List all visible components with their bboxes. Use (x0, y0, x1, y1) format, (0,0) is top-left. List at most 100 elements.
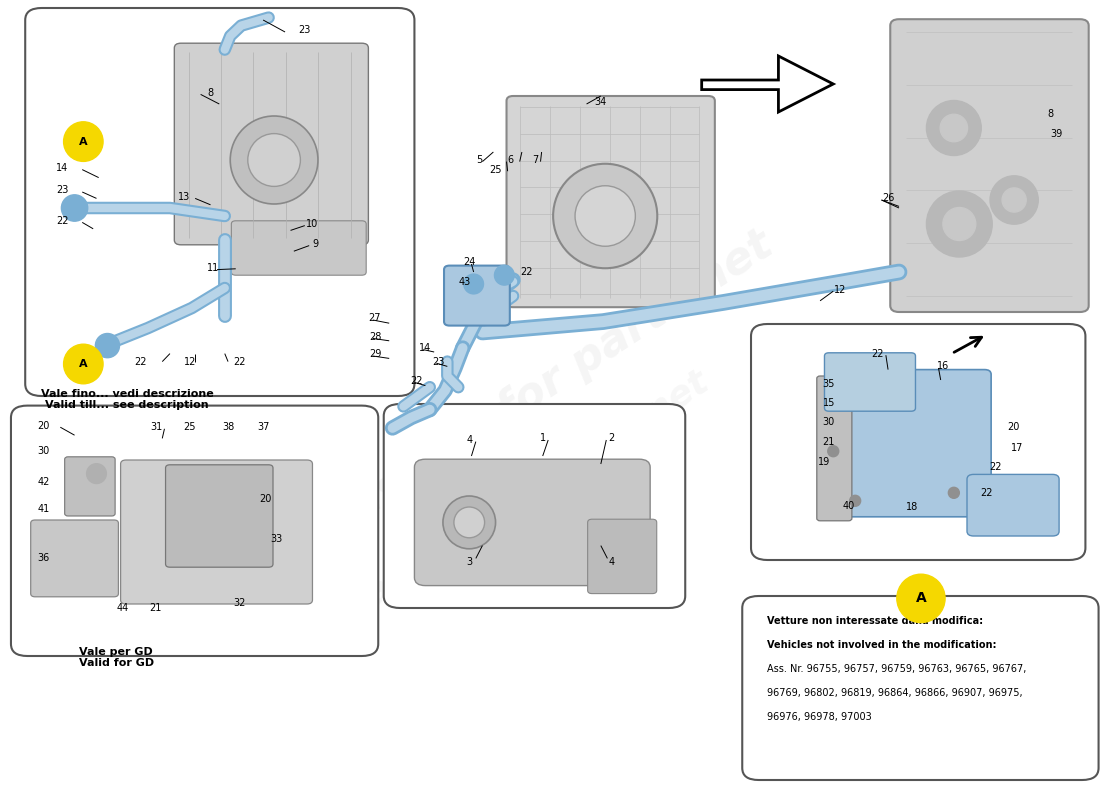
Text: 31: 31 (151, 422, 163, 432)
Text: 13: 13 (178, 192, 190, 202)
Ellipse shape (926, 101, 981, 155)
Text: Ass. Nr. 96755, 96757, 96759, 96763, 96765, 96767,: Ass. Nr. 96755, 96757, 96759, 96763, 967… (768, 664, 1026, 674)
Text: 15: 15 (823, 398, 835, 408)
Text: 7: 7 (532, 155, 538, 165)
Text: 42: 42 (37, 477, 50, 486)
Text: 25: 25 (184, 422, 196, 432)
Text: 30: 30 (37, 446, 50, 456)
Text: 19: 19 (818, 457, 830, 466)
Text: 40: 40 (843, 501, 855, 510)
Ellipse shape (575, 186, 636, 246)
Text: 3: 3 (466, 557, 472, 566)
Text: 44: 44 (117, 603, 129, 613)
FancyBboxPatch shape (231, 221, 366, 275)
Ellipse shape (828, 446, 838, 457)
FancyBboxPatch shape (835, 370, 991, 517)
Ellipse shape (64, 122, 103, 162)
Text: 27: 27 (368, 314, 382, 323)
Text: Valid till... see description: Valid till... see description (45, 400, 209, 410)
Text: Vehicles not involved in the modification:: Vehicles not involved in the modificatio… (768, 640, 997, 650)
Text: 96976, 96978, 97003: 96976, 96978, 97003 (768, 712, 872, 722)
Text: 8: 8 (1047, 109, 1054, 118)
Text: Vale per GD: Vale per GD (79, 647, 153, 657)
Text: A: A (915, 591, 926, 606)
Text: 4: 4 (466, 435, 472, 445)
Ellipse shape (454, 507, 485, 538)
Ellipse shape (943, 207, 976, 241)
Text: Valid for GD: Valid for GD (79, 658, 154, 668)
Text: 23: 23 (432, 357, 444, 366)
FancyBboxPatch shape (384, 404, 685, 608)
FancyBboxPatch shape (825, 353, 915, 411)
Text: 26: 26 (882, 194, 894, 203)
Text: 96769, 96802, 96819, 96864, 96866, 96907, 96975,: 96769, 96802, 96819, 96864, 96866, 96907… (768, 688, 1023, 698)
Text: 14: 14 (419, 343, 431, 353)
FancyBboxPatch shape (506, 96, 715, 307)
Ellipse shape (940, 114, 968, 142)
Text: 30: 30 (823, 418, 835, 427)
Text: 21: 21 (823, 437, 835, 446)
Text: 12: 12 (184, 357, 196, 366)
FancyBboxPatch shape (890, 19, 1089, 312)
Polygon shape (702, 56, 833, 112)
Text: 34: 34 (595, 98, 607, 107)
Text: Vetture non interessate dalla modifica:: Vetture non interessate dalla modifica: (768, 616, 983, 626)
Ellipse shape (948, 487, 959, 498)
Text: 6: 6 (508, 155, 514, 165)
FancyBboxPatch shape (967, 474, 1059, 536)
FancyBboxPatch shape (31, 520, 119, 597)
Text: 11: 11 (207, 263, 219, 273)
Text: 10: 10 (306, 219, 319, 229)
FancyBboxPatch shape (121, 460, 312, 604)
Text: 1: 1 (540, 434, 546, 443)
Text: A: A (79, 137, 88, 146)
Ellipse shape (1002, 188, 1026, 212)
Text: passion for parts.net: passion for parts.net (316, 222, 781, 546)
FancyBboxPatch shape (166, 465, 273, 567)
FancyBboxPatch shape (11, 406, 378, 656)
Ellipse shape (464, 274, 484, 294)
Text: 2: 2 (608, 434, 615, 443)
FancyBboxPatch shape (415, 459, 650, 586)
Text: 18: 18 (906, 502, 918, 512)
Text: A: A (79, 359, 88, 369)
Text: 25: 25 (490, 165, 502, 174)
Text: 16: 16 (937, 362, 949, 371)
FancyBboxPatch shape (65, 457, 116, 516)
Text: 21: 21 (150, 603, 162, 613)
FancyBboxPatch shape (174, 43, 368, 245)
Text: 8: 8 (208, 88, 213, 98)
Ellipse shape (926, 191, 992, 257)
Text: 36: 36 (37, 554, 50, 563)
Text: 22: 22 (410, 376, 422, 386)
Text: 5: 5 (476, 155, 482, 165)
Ellipse shape (248, 134, 300, 186)
Ellipse shape (495, 266, 514, 285)
Text: 39: 39 (1050, 130, 1063, 139)
Ellipse shape (990, 176, 1038, 224)
Text: 37: 37 (257, 422, 270, 432)
FancyBboxPatch shape (444, 266, 509, 326)
Text: Vale fino... vedi descrizione: Vale fino... vedi descrizione (41, 389, 213, 398)
Ellipse shape (62, 194, 88, 222)
FancyBboxPatch shape (587, 519, 657, 594)
Text: 32: 32 (233, 598, 245, 608)
Text: 35: 35 (823, 379, 835, 389)
Ellipse shape (87, 464, 107, 483)
Text: 20: 20 (1006, 422, 1020, 432)
Text: 29: 29 (368, 350, 381, 359)
FancyBboxPatch shape (751, 324, 1086, 560)
Text: 38: 38 (222, 422, 234, 432)
Text: 12: 12 (834, 285, 846, 294)
Text: 22: 22 (871, 349, 883, 358)
Ellipse shape (553, 164, 658, 268)
Text: 22: 22 (233, 357, 245, 366)
Text: 20: 20 (260, 494, 272, 504)
Text: 28: 28 (368, 332, 381, 342)
FancyBboxPatch shape (742, 596, 1099, 780)
Text: 9: 9 (312, 239, 319, 249)
Text: 22: 22 (56, 216, 68, 226)
Text: 24: 24 (463, 258, 475, 267)
Ellipse shape (230, 116, 318, 204)
Text: 17: 17 (1011, 443, 1024, 453)
